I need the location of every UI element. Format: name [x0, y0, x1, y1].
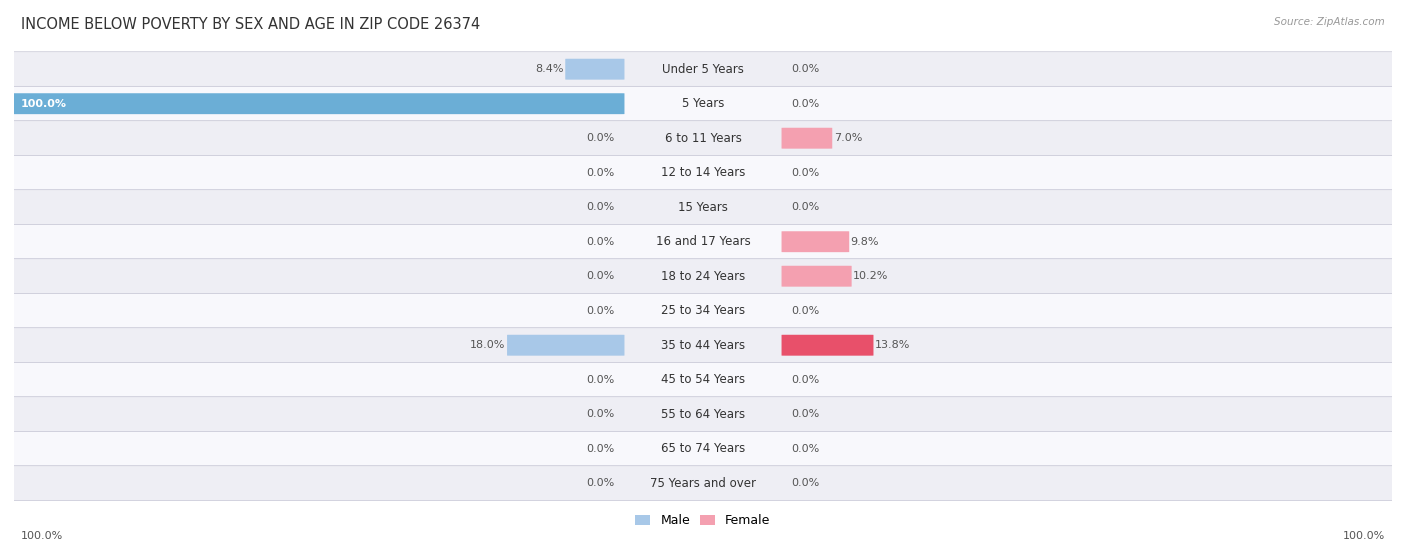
Text: 0.0%: 0.0%: [586, 478, 614, 488]
FancyBboxPatch shape: [7, 431, 1399, 466]
Legend: Male, Female: Male, Female: [630, 509, 776, 532]
Text: 25 to 34 Years: 25 to 34 Years: [661, 304, 745, 317]
FancyBboxPatch shape: [7, 362, 1399, 397]
FancyBboxPatch shape: [7, 328, 1399, 363]
Text: 8.4%: 8.4%: [536, 64, 564, 74]
FancyBboxPatch shape: [7, 466, 1399, 501]
Text: 0.0%: 0.0%: [586, 409, 614, 419]
Text: 7.0%: 7.0%: [834, 133, 862, 143]
FancyBboxPatch shape: [7, 259, 1399, 294]
FancyBboxPatch shape: [7, 224, 1399, 259]
FancyBboxPatch shape: [7, 294, 1399, 328]
Text: 0.0%: 0.0%: [792, 409, 820, 419]
FancyBboxPatch shape: [782, 128, 832, 148]
Text: 35 to 44 Years: 35 to 44 Years: [661, 339, 745, 352]
Text: 100.0%: 100.0%: [21, 99, 67, 109]
FancyBboxPatch shape: [782, 335, 873, 355]
FancyBboxPatch shape: [10, 93, 624, 114]
Text: Source: ZipAtlas.com: Source: ZipAtlas.com: [1274, 17, 1385, 27]
Text: 10.2%: 10.2%: [853, 271, 889, 281]
FancyBboxPatch shape: [7, 86, 1399, 121]
Text: 5 Years: 5 Years: [682, 97, 724, 110]
Text: 0.0%: 0.0%: [586, 202, 614, 212]
Text: 100.0%: 100.0%: [1343, 531, 1385, 541]
Text: 0.0%: 0.0%: [792, 478, 820, 488]
Text: 0.0%: 0.0%: [586, 237, 614, 247]
Text: 12 to 14 Years: 12 to 14 Years: [661, 166, 745, 179]
Text: 13.8%: 13.8%: [875, 340, 910, 350]
FancyBboxPatch shape: [782, 266, 852, 287]
Text: 0.0%: 0.0%: [586, 168, 614, 177]
FancyBboxPatch shape: [7, 397, 1399, 432]
Text: 0.0%: 0.0%: [586, 375, 614, 384]
FancyBboxPatch shape: [7, 52, 1399, 86]
FancyBboxPatch shape: [7, 155, 1399, 190]
Text: 100.0%: 100.0%: [21, 531, 63, 541]
FancyBboxPatch shape: [565, 59, 624, 80]
Text: 6 to 11 Years: 6 to 11 Years: [665, 132, 741, 145]
Text: 0.0%: 0.0%: [792, 168, 820, 177]
Text: 55 to 64 Years: 55 to 64 Years: [661, 408, 745, 421]
FancyBboxPatch shape: [782, 231, 849, 252]
Text: 0.0%: 0.0%: [792, 202, 820, 212]
FancyBboxPatch shape: [7, 121, 1399, 156]
Text: 45 to 54 Years: 45 to 54 Years: [661, 373, 745, 386]
Text: Under 5 Years: Under 5 Years: [662, 62, 744, 76]
Text: 65 to 74 Years: 65 to 74 Years: [661, 442, 745, 455]
Text: 0.0%: 0.0%: [792, 375, 820, 384]
FancyBboxPatch shape: [508, 335, 624, 355]
Text: 0.0%: 0.0%: [792, 306, 820, 316]
Text: 0.0%: 0.0%: [586, 271, 614, 281]
Text: 0.0%: 0.0%: [792, 99, 820, 109]
Text: INCOME BELOW POVERTY BY SEX AND AGE IN ZIP CODE 26374: INCOME BELOW POVERTY BY SEX AND AGE IN Z…: [21, 17, 481, 32]
Text: 15 Years: 15 Years: [678, 201, 728, 214]
Text: 18.0%: 18.0%: [471, 340, 506, 350]
Text: 0.0%: 0.0%: [586, 133, 614, 143]
Text: 0.0%: 0.0%: [586, 306, 614, 316]
Text: 18 to 24 Years: 18 to 24 Years: [661, 270, 745, 283]
Text: 0.0%: 0.0%: [792, 444, 820, 454]
Text: 16 and 17 Years: 16 and 17 Years: [655, 235, 751, 248]
Text: 75 Years and over: 75 Years and over: [650, 477, 756, 490]
Text: 0.0%: 0.0%: [792, 64, 820, 74]
FancyBboxPatch shape: [7, 190, 1399, 225]
Text: 0.0%: 0.0%: [586, 444, 614, 454]
Text: 9.8%: 9.8%: [851, 237, 879, 247]
